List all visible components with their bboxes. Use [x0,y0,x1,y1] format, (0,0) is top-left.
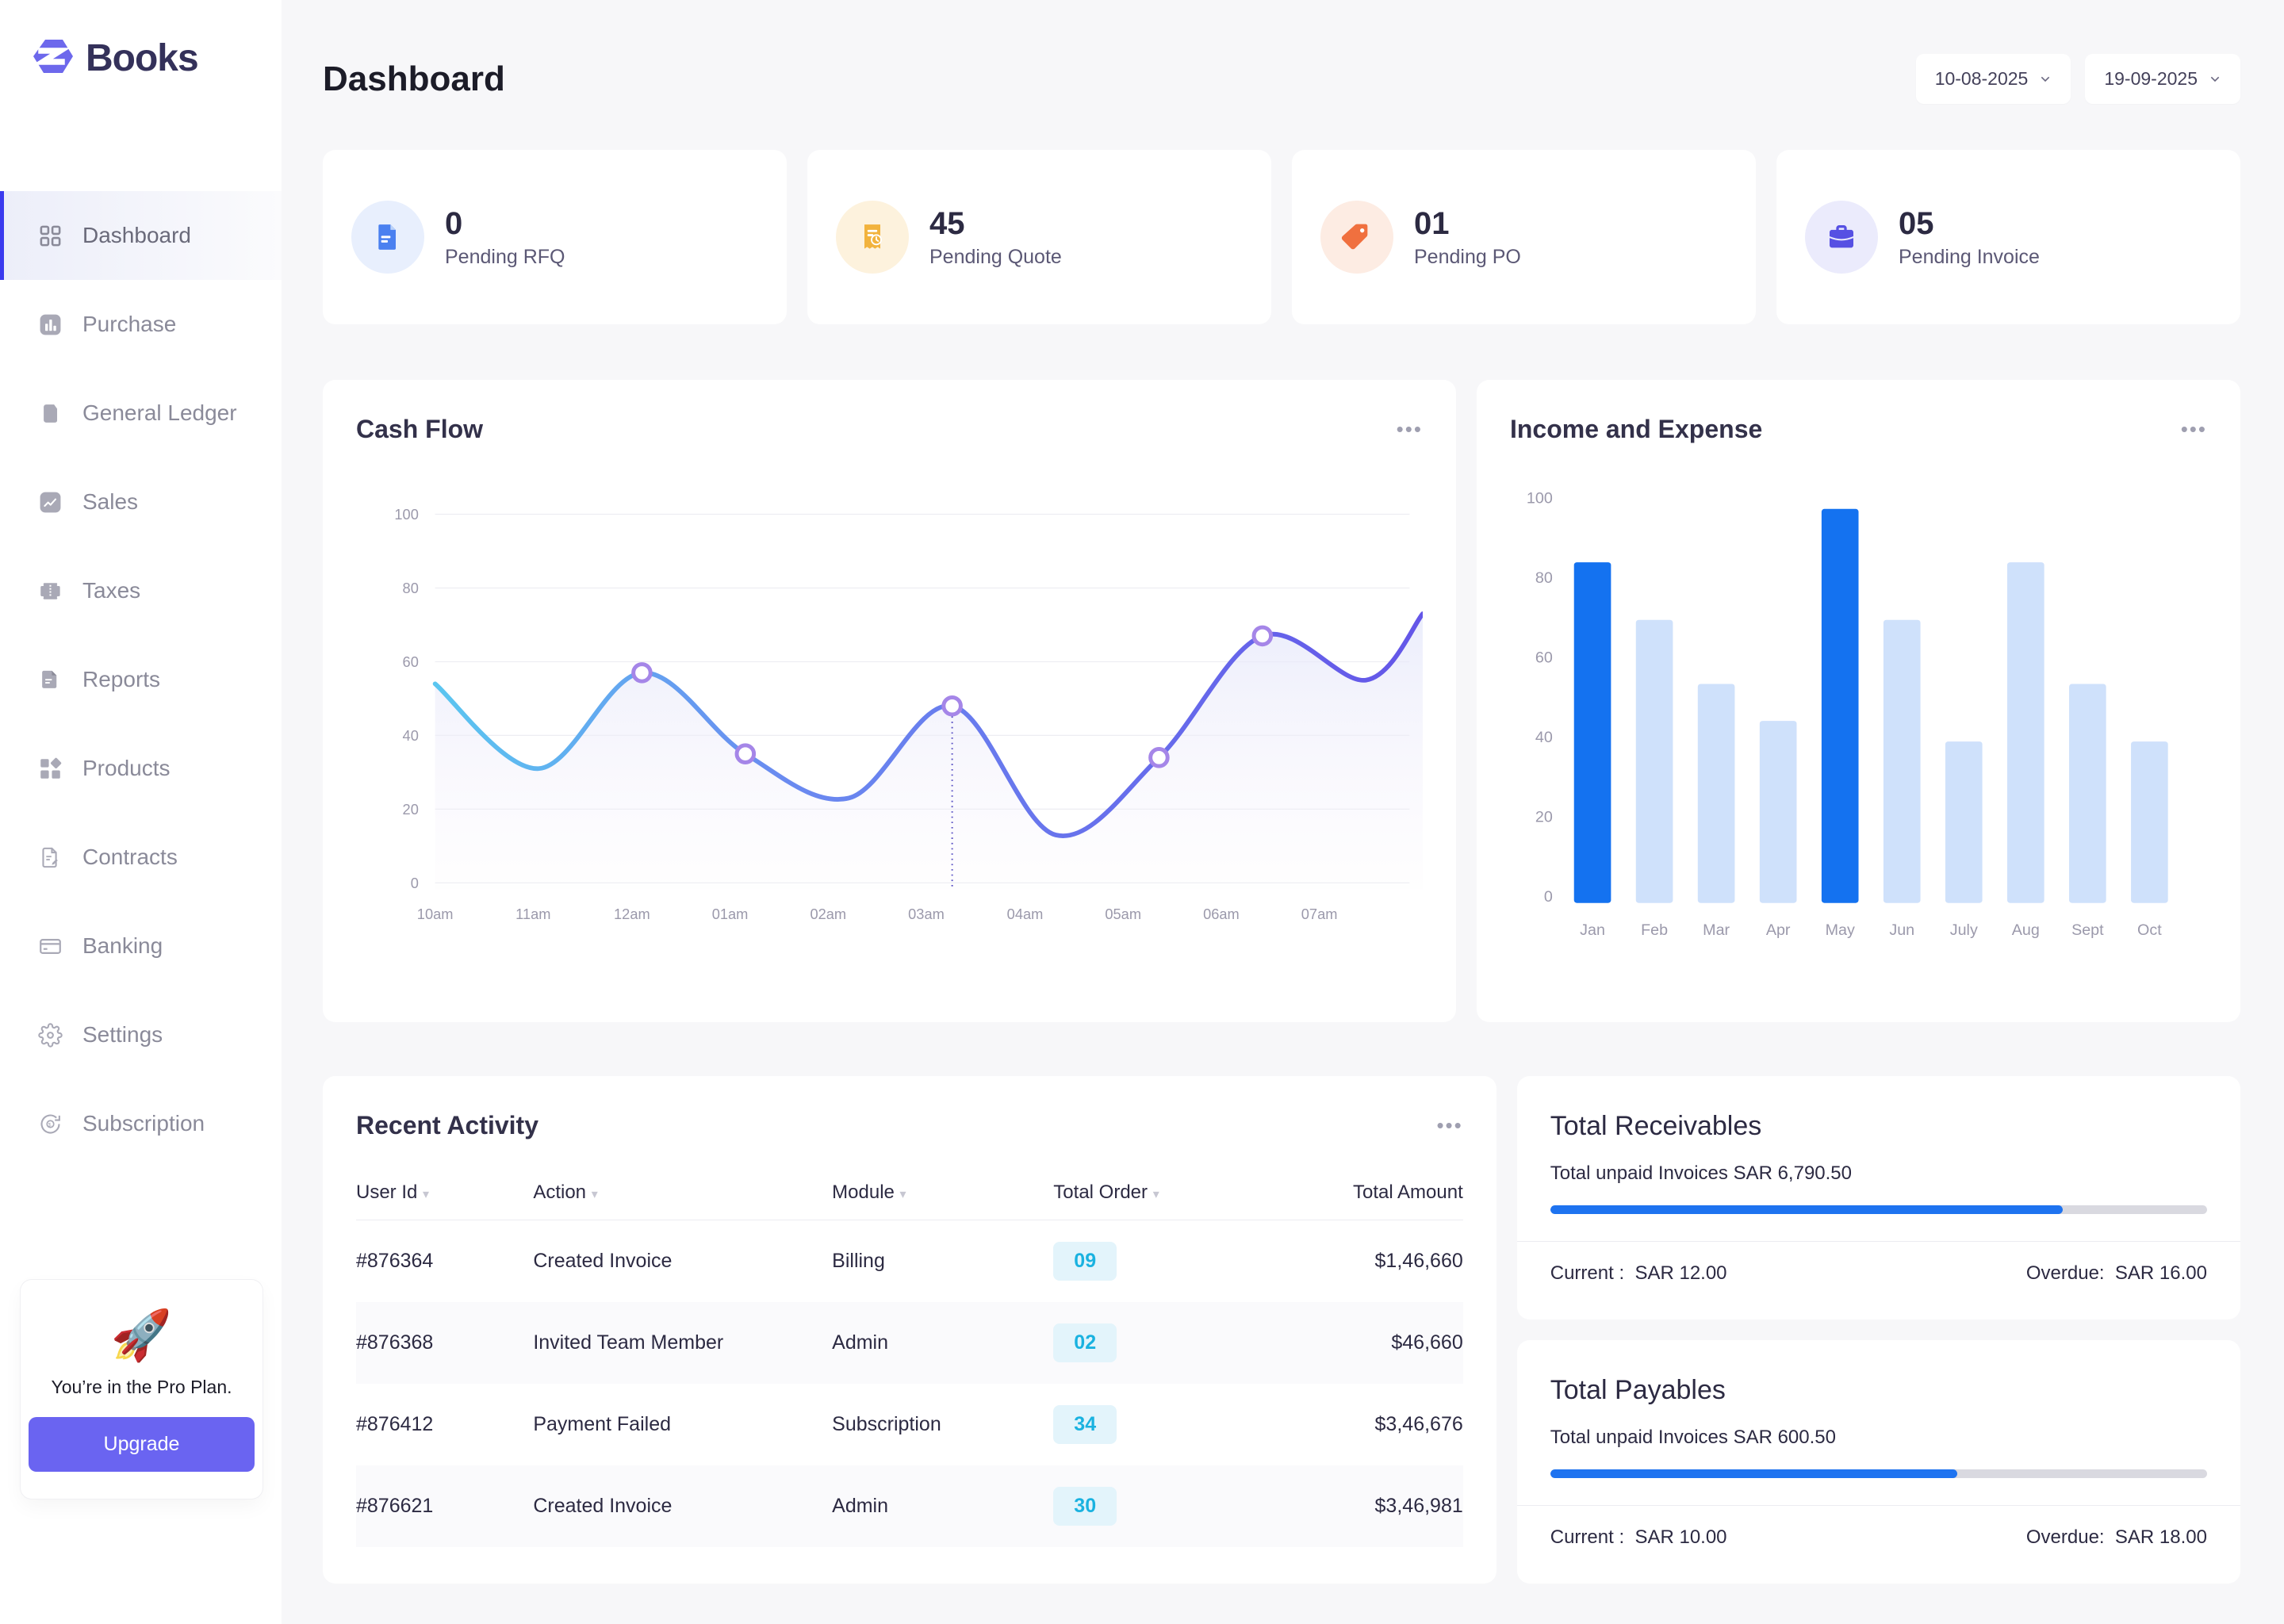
svg-text:$: $ [48,1122,52,1128]
svg-text:01am: 01am [712,906,749,922]
svg-text:20: 20 [403,801,419,818]
svg-text:06am: 06am [1203,906,1240,922]
svg-text:12am: 12am [614,906,650,922]
svg-text:60: 60 [1535,649,1553,667]
svg-text:0: 0 [411,875,419,891]
svg-text:07am: 07am [1301,906,1338,922]
svg-text:100: 100 [1527,490,1553,508]
svg-text:80: 80 [403,580,419,596]
svg-text:Apr: Apr [1766,921,1791,939]
svg-text:Jan: Jan [1580,921,1605,939]
svg-text:03am: 03am [908,906,945,922]
svg-text:10am: 10am [417,906,454,922]
svg-text:40: 40 [1535,729,1553,746]
svg-text:Sept: Sept [2071,921,2104,939]
svg-text:11am: 11am [515,906,550,922]
svg-text:July: July [1950,921,1978,939]
svg-text:40: 40 [403,727,419,744]
svg-text:100: 100 [394,506,418,523]
svg-text:May: May [1826,921,1855,939]
svg-text:80: 80 [1535,569,1553,587]
svg-text:Feb: Feb [1641,921,1668,939]
svg-text:60: 60 [403,653,419,670]
svg-text:Jun: Jun [1889,921,1914,939]
svg-text:Oct: Oct [2137,921,2162,939]
svg-text:02am: 02am [810,906,846,922]
svg-text:0: 0 [1544,888,1553,906]
svg-text:05am: 05am [1105,906,1141,922]
svg-text:Aug: Aug [2012,921,2040,939]
svg-text:04am: 04am [1007,906,1044,922]
svg-text:20: 20 [1535,808,1553,825]
svg-text:Mar: Mar [1703,921,1730,939]
